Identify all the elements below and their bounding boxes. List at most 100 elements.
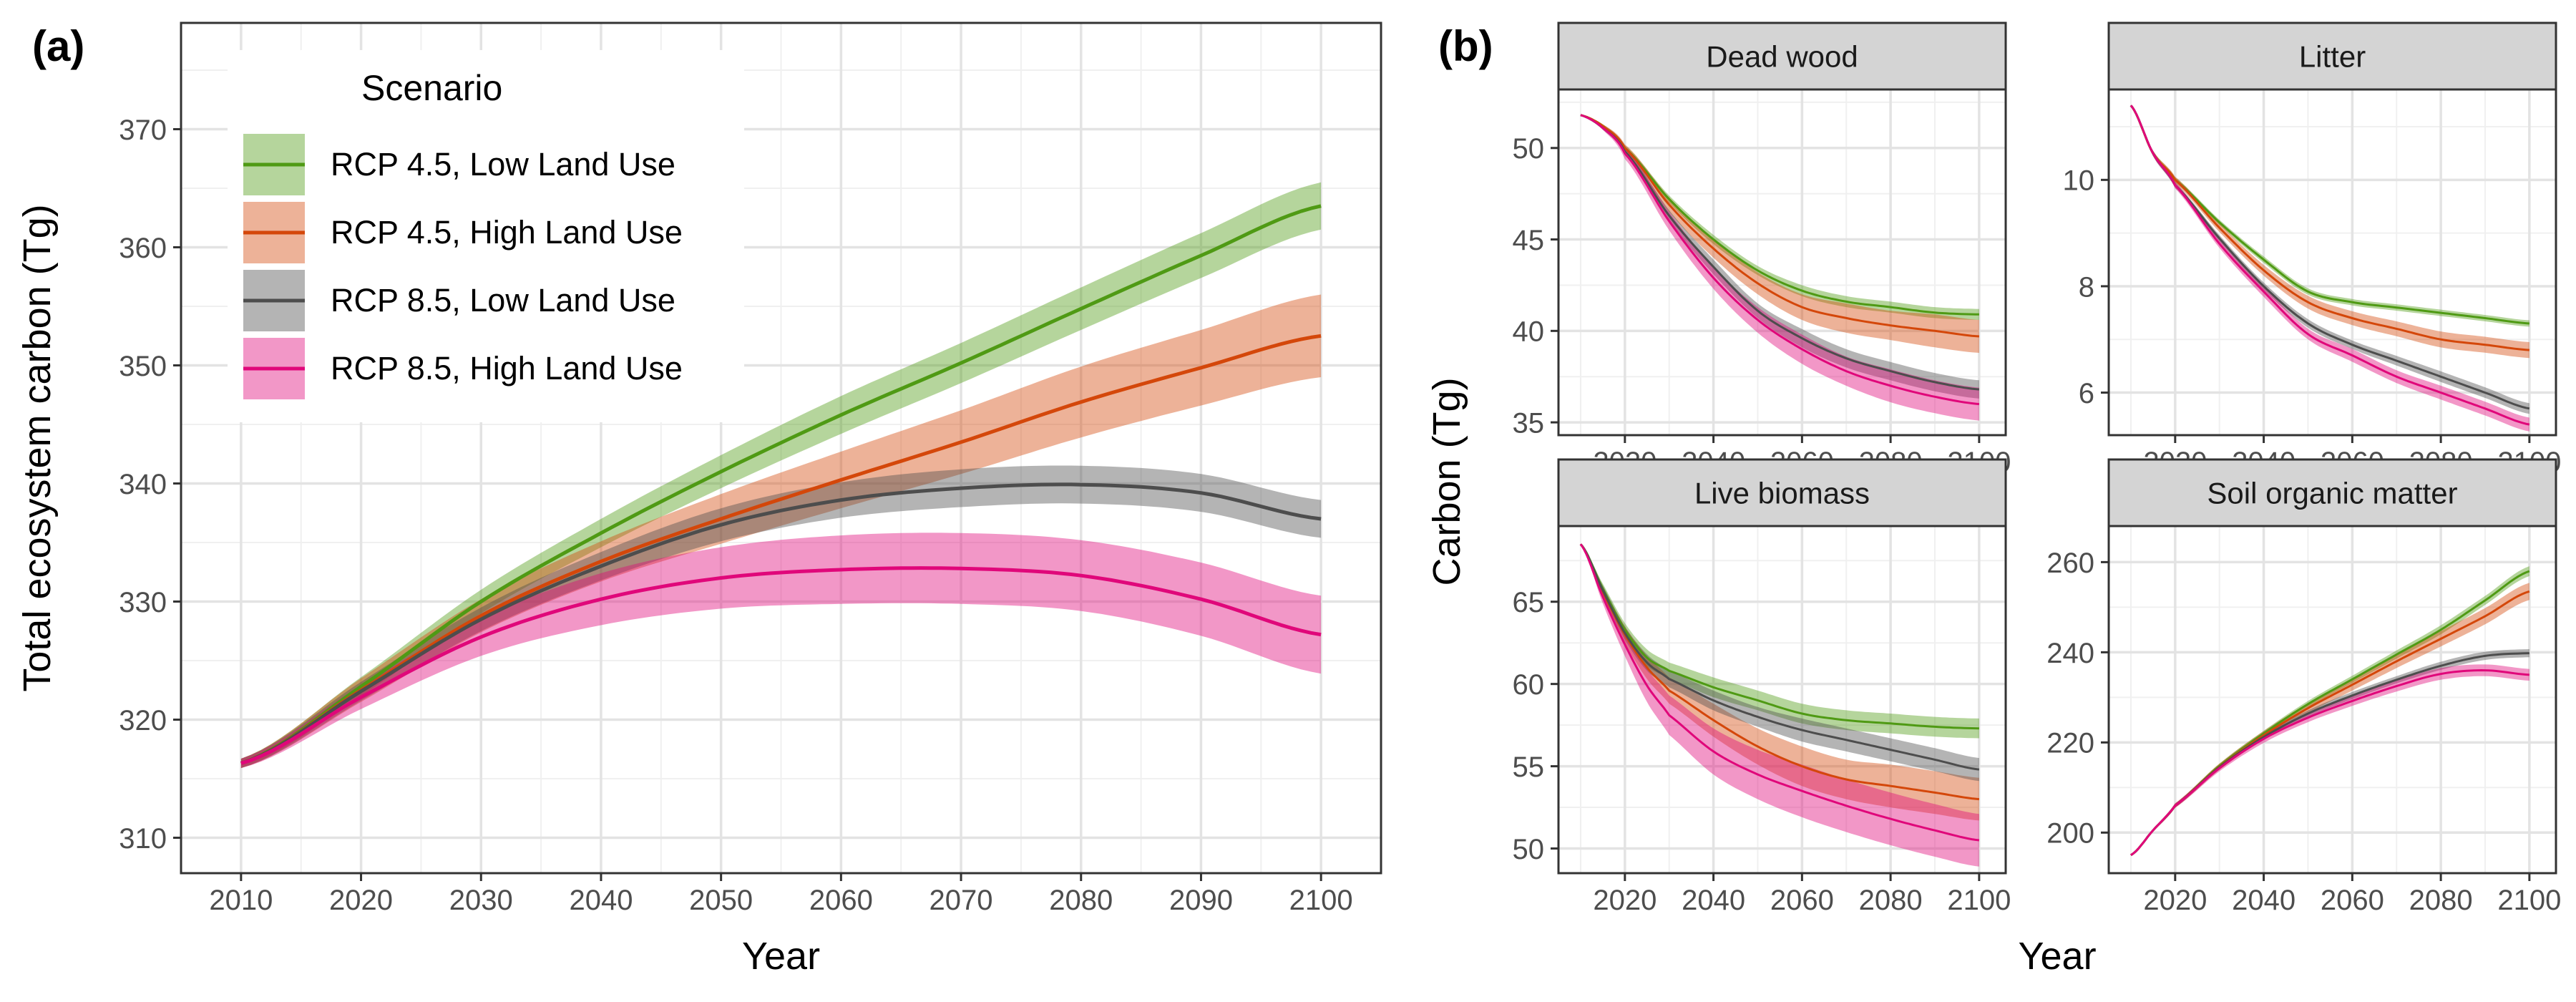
y-tick-label: 330	[119, 587, 167, 618]
series-band	[1580, 115, 1979, 321]
x-tick-label: 2060	[1770, 885, 1834, 916]
y-axis-title: Total ecosystem carbon (Tg)	[16, 204, 59, 691]
y-tick-label: 60	[1513, 669, 1545, 701]
y-tick-label: 50	[1513, 834, 1545, 865]
facet-strip	[2107, 458, 2557, 527]
series-band	[1580, 544, 1979, 782]
series-band	[1580, 544, 1979, 739]
y-tick-label: 240	[2046, 638, 2094, 669]
legend-label: RCP 4.5, Low Land Use	[331, 146, 675, 183]
facet-strip	[2107, 21, 2557, 91]
x-tick-label: 2060	[2321, 885, 2384, 916]
facet-live-biomass: 2020 2040 2060 2080 2100 50 55 60 65 Live biomass	[1513, 458, 2011, 916]
x-tick-label: 2010	[209, 885, 273, 916]
y-tick-label: 10	[2063, 165, 2095, 197]
y-tick-label: 50	[1513, 133, 1545, 165]
series-band	[1580, 115, 1979, 354]
series-layer	[240, 182, 1322, 769]
facet-dead-wood: 2020204020602080210035404550Dead wood	[1513, 21, 2011, 478]
facet-litter: 202020402060208021006810Litter	[2063, 21, 2561, 478]
x-tick-label: 2020	[329, 885, 393, 916]
legend-title: Scenario	[361, 68, 502, 108]
y-axis-title: Carbon (Tg)	[1425, 377, 1468, 585]
series-line	[1580, 114, 1980, 406]
series-line	[2129, 104, 2530, 351]
x-tick-label: 2070	[930, 885, 993, 916]
legend: Scenario RCP 4.5, Low Land Use RCP 4.5, Hi…	[228, 50, 744, 422]
series-band	[240, 182, 1322, 769]
series-band	[1580, 544, 1979, 867]
series-line	[240, 204, 1322, 765]
series-layer	[1579, 543, 1980, 867]
y-tick-label: 45	[1513, 225, 1545, 256]
series-line	[1579, 543, 1979, 730]
x-tick-label: 2100	[1947, 885, 2011, 916]
y-tick-label: 310	[119, 823, 167, 855]
plot-background	[2109, 526, 2556, 873]
x-axis-title: Year	[2018, 935, 2096, 978]
chart-panel-b: 2020 2040 2060 2080 2100 35 40 45 50 Dead wood 202…	[1425, 21, 2561, 978]
series-layer	[2130, 566, 2530, 857]
y-tick-label: 360	[119, 233, 167, 264]
y-tick-label: 320	[119, 705, 167, 736]
series-line	[2129, 104, 2530, 426]
x-axis-title: Year	[742, 935, 820, 978]
x-tick-label: 2020	[2143, 885, 2207, 916]
x-tick-label: 2040	[2232, 885, 2296, 916]
legend-label: RCP 8.5, High Land Use	[331, 350, 683, 386]
y-tick-label: 260	[2046, 548, 2094, 579]
series-layer	[2129, 104, 2530, 432]
series-band	[240, 532, 1322, 769]
series-band	[2130, 105, 2529, 327]
series-line	[2130, 669, 2530, 857]
facet-strip-title: Dead wood	[1706, 40, 1858, 74]
series-line	[1579, 543, 1980, 842]
y-tick-label: 340	[119, 469, 167, 500]
y-tick-label: 65	[1513, 587, 1545, 618]
x-tick-label: 2090	[1169, 885, 1233, 916]
panel-b-label: (b)	[1438, 22, 1493, 70]
x-tick-label: 2080	[2409, 885, 2473, 916]
y-tick-label: 8	[2079, 271, 2094, 303]
facet-strip	[1557, 21, 2007, 91]
y-tick-label: 220	[2046, 728, 2094, 759]
x-tick-label: 2030	[449, 885, 513, 916]
legend-background	[228, 50, 744, 422]
series-line	[240, 334, 1322, 765]
legend-label: RCP 8.5, Low Land Use	[331, 282, 675, 318]
x-tick-label: 2100	[1289, 885, 1353, 916]
y-tick-label: 40	[1513, 316, 1545, 348]
plot-background	[2109, 89, 2556, 435]
y-tick-label: 200	[2046, 818, 2094, 850]
y-tick-label: 370	[119, 115, 167, 146]
y-tick-label: 55	[1513, 752, 1545, 783]
chart-panel-a: 2010 2020 2030 2040 2050 2060 2070 2080 2090 2100…	[16, 21, 1382, 978]
y-tick-label: 35	[1513, 408, 1545, 439]
x-tick-label: 2080	[1859, 885, 1923, 916]
series-line	[1580, 114, 1980, 338]
plot-background	[1558, 526, 2006, 873]
x-tick-label: 2060	[809, 885, 873, 916]
series-layer	[1580, 114, 1980, 421]
facet-strip-title: Live biomass	[1694, 477, 1870, 510]
series-line	[240, 482, 1322, 765]
y-tick-label: 350	[119, 351, 167, 382]
x-tick-label: 2040	[569, 885, 633, 916]
series-band	[2130, 105, 2529, 359]
x-tick-label: 2080	[1049, 885, 1113, 916]
x-tick-label: 2040	[1682, 885, 1745, 916]
series-band	[2130, 583, 2529, 855]
facet-strip-title: Litter	[2299, 40, 2366, 74]
legend-label: RCP 4.5, High Land Use	[331, 214, 683, 250]
plot-border	[180, 21, 1382, 875]
y-tick-label: 6	[2079, 378, 2094, 409]
panel-a-label: (a)	[32, 22, 84, 70]
x-tick-label: 2020	[1593, 885, 1657, 916]
facet-strip	[1557, 458, 2007, 527]
x-tick-label: 2100	[2497, 885, 2561, 916]
series-line	[240, 566, 1322, 765]
facet-soil-organic-matter: 2020 2040 2060 2080 2100 200 220 240 260 Soil org…	[2046, 458, 2561, 916]
series-line	[1579, 543, 1980, 771]
x-tick-label: 2050	[689, 885, 753, 916]
